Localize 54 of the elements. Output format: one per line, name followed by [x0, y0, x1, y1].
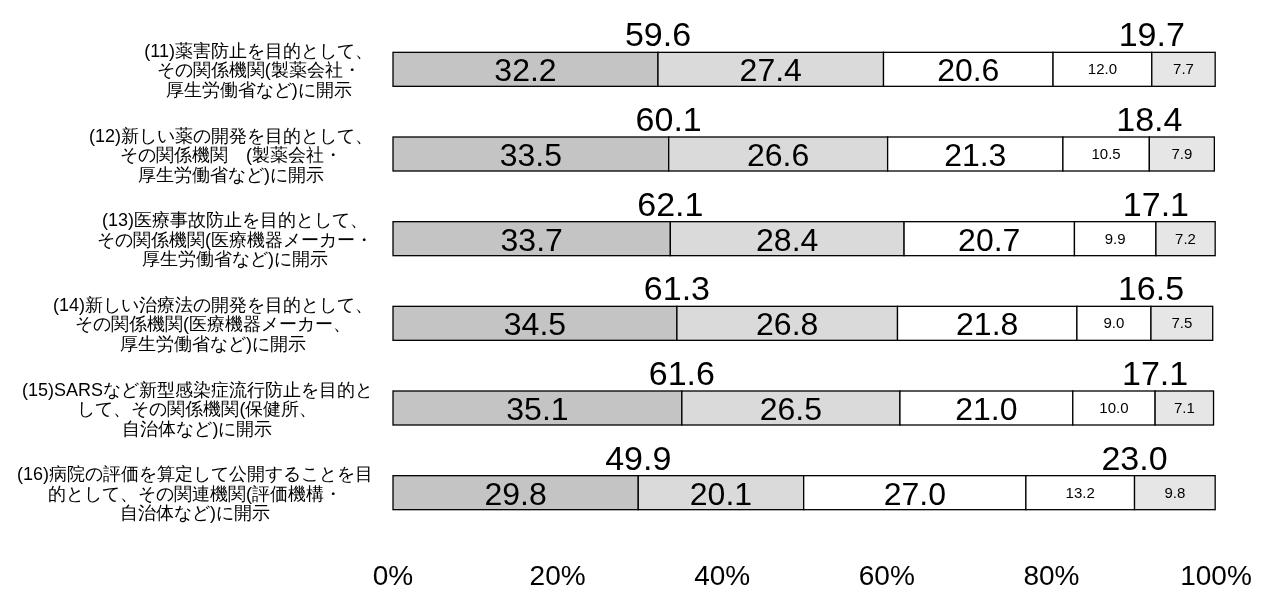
data-label: 33.5 [499, 137, 562, 173]
x-tick-label: 0% [372, 560, 414, 591]
annotation: 61.3 [643, 269, 711, 308]
data-label: 33.7 [500, 221, 563, 258]
x-tick-label: 40% [694, 560, 751, 591]
data-label: 34.5 [503, 306, 567, 343]
annotation: 17.1 [1122, 184, 1190, 223]
data-label: 20.6 [937, 52, 1000, 89]
data-label: 7.5 [1171, 314, 1193, 332]
data-label: 13.2 [1065, 483, 1095, 501]
data-label: 7.1 [1173, 399, 1195, 416]
annotation: 17.1 [1122, 354, 1189, 392]
annotation: 61.6 [648, 354, 715, 392]
data-label: 26.8 [756, 306, 819, 343]
x-tick-label: 100% [1180, 560, 1252, 591]
x-tick-label: 20% [529, 560, 586, 591]
annotation: 16.5 [1117, 269, 1185, 308]
data-label: 21.0 [955, 391, 1018, 427]
data-label: 9.9 [1104, 229, 1126, 247]
y-tick-label: (11)薬害防止を目的として、その関係機関(製薬会社・厚生労働省など)に開示 [144, 40, 373, 100]
data-label: 20.1 [689, 475, 753, 512]
data-label: 7.2 [1175, 229, 1196, 247]
data-label: 20.7 [958, 221, 1021, 258]
annotation: 62.1 [637, 184, 704, 223]
data-label: 21.8 [956, 306, 1019, 343]
data-label: 32.2 [494, 52, 557, 89]
y-tick-label: (16)病院の評価を算定して公開することを目的として、その関連機関(評価機構・自治体など)に開示 [16, 464, 373, 524]
x-tick-label: 60% [858, 560, 915, 591]
data-label: 27.4 [739, 52, 802, 89]
y-tick-label: (13)医療事故防止を目的として、その関係機関(医療機器メーカー・厚生労働省など)に開示 [97, 210, 373, 270]
data-label: 10.5 [1091, 145, 1121, 162]
annotation: 60.1 [635, 100, 702, 138]
annotation: 23.0 [1101, 438, 1168, 477]
data-label: 10.0 [1099, 399, 1129, 416]
data-label: 35.1 [506, 391, 569, 427]
annotation: 18.4 [1116, 100, 1183, 138]
annotation: 49.9 [605, 438, 672, 477]
data-label: 7.7 [1173, 60, 1194, 78]
data-label: 26.5 [759, 391, 823, 427]
annotation: 19.7 [1118, 15, 1185, 54]
y-tick-label: (15)SARSなど新型感染症流行防止を目的として、その関係機関(保健所、自治体など)に開示 [21, 379, 373, 439]
data-label: 27.0 [883, 475, 946, 512]
y-tick-label: (14)新しい治療法の開発を目的として、その関係機関(医療機器メーカー、厚生労働省など)に開示 [52, 294, 373, 354]
data-label: 12.0 [1087, 60, 1118, 78]
data-label: 9.8 [1164, 483, 1186, 501]
annotation: 59.6 [624, 15, 692, 54]
data-label: 26.6 [747, 137, 810, 173]
data-label: 9.0 [1103, 314, 1125, 332]
y-tick-label: (12)新しい薬の開発を目的として、その関係機関 (製薬会社・厚生労働省など)に開示 [88, 125, 373, 185]
data-label: 21.3 [944, 137, 1007, 173]
data-label: 29.8 [484, 475, 547, 512]
data-label: 28.4 [756, 221, 819, 258]
x-tick-label: 80% [1023, 560, 1080, 591]
data-label: 7.9 [1171, 145, 1193, 162]
